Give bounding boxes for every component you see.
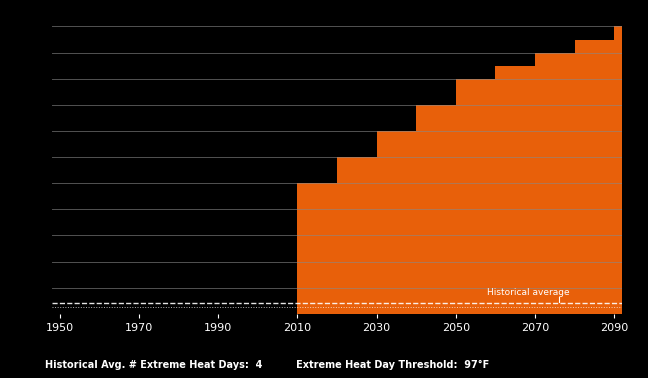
Bar xyxy=(416,235,456,262)
Bar xyxy=(376,183,416,209)
Bar xyxy=(495,131,535,157)
Bar xyxy=(614,26,648,53)
Bar xyxy=(179,288,218,314)
Bar xyxy=(575,53,614,79)
Text: Historical average: Historical average xyxy=(487,288,570,297)
Bar xyxy=(575,262,614,288)
Bar xyxy=(575,157,614,183)
Bar xyxy=(456,262,495,288)
Bar xyxy=(337,262,376,288)
Bar xyxy=(614,262,648,288)
Bar xyxy=(456,235,495,262)
Bar xyxy=(416,262,456,288)
Bar xyxy=(456,79,495,105)
Bar xyxy=(376,157,416,183)
Bar xyxy=(376,262,416,288)
Bar xyxy=(456,209,495,235)
Bar xyxy=(337,183,376,209)
Bar xyxy=(614,105,648,131)
Bar xyxy=(416,105,456,131)
Bar xyxy=(218,288,258,314)
Bar xyxy=(575,105,614,131)
Bar xyxy=(614,235,648,262)
Bar xyxy=(535,235,575,262)
Bar xyxy=(456,288,495,314)
Bar xyxy=(456,105,495,131)
Bar xyxy=(535,262,575,288)
Bar xyxy=(376,131,416,157)
Bar xyxy=(575,79,614,105)
Bar xyxy=(218,277,258,288)
Bar xyxy=(337,288,376,314)
Bar xyxy=(258,262,297,288)
Bar xyxy=(456,157,495,183)
Bar xyxy=(575,209,614,235)
Bar xyxy=(535,131,575,157)
Bar xyxy=(60,288,99,314)
Bar xyxy=(535,53,575,79)
Bar xyxy=(575,235,614,262)
Text: Historical Avg. # Extreme Heat Days:  4          Extreme Heat Day Threshold:  97: Historical Avg. # Extreme Heat Days: 4 E… xyxy=(45,360,490,370)
Bar xyxy=(297,183,337,209)
Bar xyxy=(139,288,179,314)
Bar xyxy=(99,285,139,288)
Bar xyxy=(535,183,575,209)
Bar xyxy=(337,235,376,262)
Bar xyxy=(495,79,535,105)
Bar xyxy=(495,209,535,235)
Bar xyxy=(179,280,218,288)
Bar xyxy=(99,288,139,314)
Bar xyxy=(337,157,376,183)
Bar xyxy=(495,288,535,314)
Bar xyxy=(575,40,614,53)
Bar xyxy=(297,235,337,262)
Bar xyxy=(376,235,416,262)
Bar xyxy=(416,157,456,183)
Bar xyxy=(614,183,648,209)
Bar xyxy=(495,235,535,262)
Bar xyxy=(456,183,495,209)
Bar xyxy=(535,79,575,105)
Bar xyxy=(495,157,535,183)
Bar xyxy=(614,131,648,157)
Bar xyxy=(535,209,575,235)
Bar xyxy=(614,53,648,79)
Bar xyxy=(456,131,495,157)
Bar xyxy=(297,288,337,314)
Bar xyxy=(614,209,648,235)
Bar xyxy=(535,288,575,314)
Bar xyxy=(614,157,648,183)
Bar xyxy=(575,183,614,209)
Bar xyxy=(495,262,535,288)
Bar xyxy=(535,157,575,183)
Bar xyxy=(297,262,337,288)
Bar xyxy=(297,209,337,235)
Bar xyxy=(416,131,456,157)
Bar xyxy=(535,105,575,131)
Bar xyxy=(495,66,535,79)
Bar xyxy=(258,209,297,235)
Bar xyxy=(575,131,614,157)
Bar xyxy=(258,235,297,262)
Bar xyxy=(337,209,376,235)
Bar xyxy=(416,183,456,209)
Bar xyxy=(258,288,297,314)
Bar xyxy=(376,209,416,235)
Bar xyxy=(495,105,535,131)
Bar xyxy=(614,79,648,105)
Bar xyxy=(416,288,456,314)
Bar xyxy=(495,183,535,209)
Bar xyxy=(416,209,456,235)
Bar xyxy=(614,288,648,314)
Bar xyxy=(376,288,416,314)
Bar xyxy=(139,282,179,288)
Bar xyxy=(575,288,614,314)
